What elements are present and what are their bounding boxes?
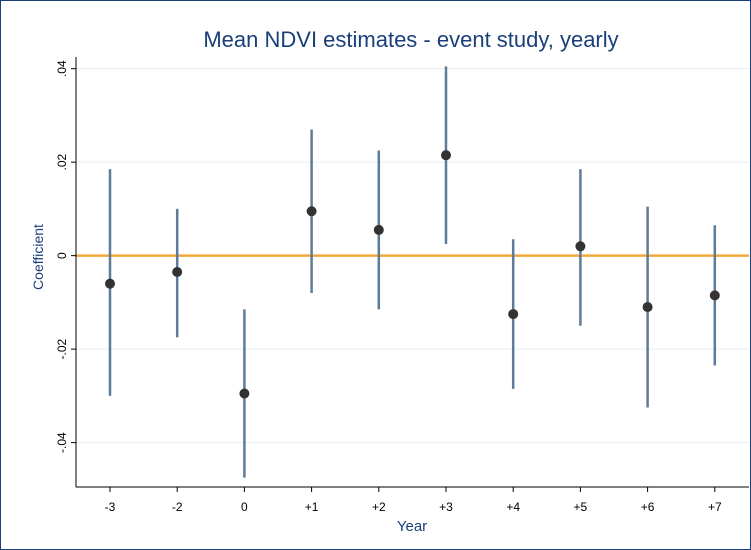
point-estimate: [373, 224, 384, 235]
point-estimate: [709, 290, 720, 301]
x-tick-label: -3: [105, 500, 116, 514]
point-estimate: [105, 278, 115, 289]
point-estimate: [306, 206, 317, 217]
y-tick-label: 0: [55, 252, 69, 259]
y-tick-label: .04: [55, 60, 69, 77]
y-tick-label: .02: [55, 153, 69, 170]
x-tick-label: -2: [172, 500, 183, 514]
x-tick-label: +4: [506, 500, 520, 514]
x-axis-label: Year: [397, 518, 427, 535]
x-tick-label: 0: [241, 500, 248, 514]
x-tick-label: +7: [708, 500, 722, 514]
point-estimate: [642, 302, 653, 313]
point-estimate: [508, 309, 519, 320]
point-estimates: [105, 150, 720, 399]
point-estimate: [441, 150, 451, 161]
chart-title: Mean NDVI estimates - event study, yearl…: [203, 27, 618, 52]
y-tick-label: -.04: [55, 432, 69, 453]
point-estimate: [172, 267, 183, 277]
point-estimate: [575, 241, 586, 252]
x-tick-label: +6: [641, 500, 655, 514]
x-tick-label: +1: [305, 500, 319, 514]
y-tick-label: -.02: [55, 338, 69, 359]
confidence-intervals: [108, 66, 717, 478]
y-ticks: .04 .02 0 -.02 -.04: [55, 60, 76, 453]
y-axis-label: Coefficient: [30, 224, 46, 290]
x-tick-label: +3: [439, 500, 453, 514]
point-estimate: [239, 388, 250, 399]
x-tick-label: +2: [372, 500, 386, 514]
x-ticks: -3 -2 0 +1 +2 +3 +4 +5 +6 +7: [105, 487, 722, 514]
x-tick-label: +5: [574, 500, 588, 514]
